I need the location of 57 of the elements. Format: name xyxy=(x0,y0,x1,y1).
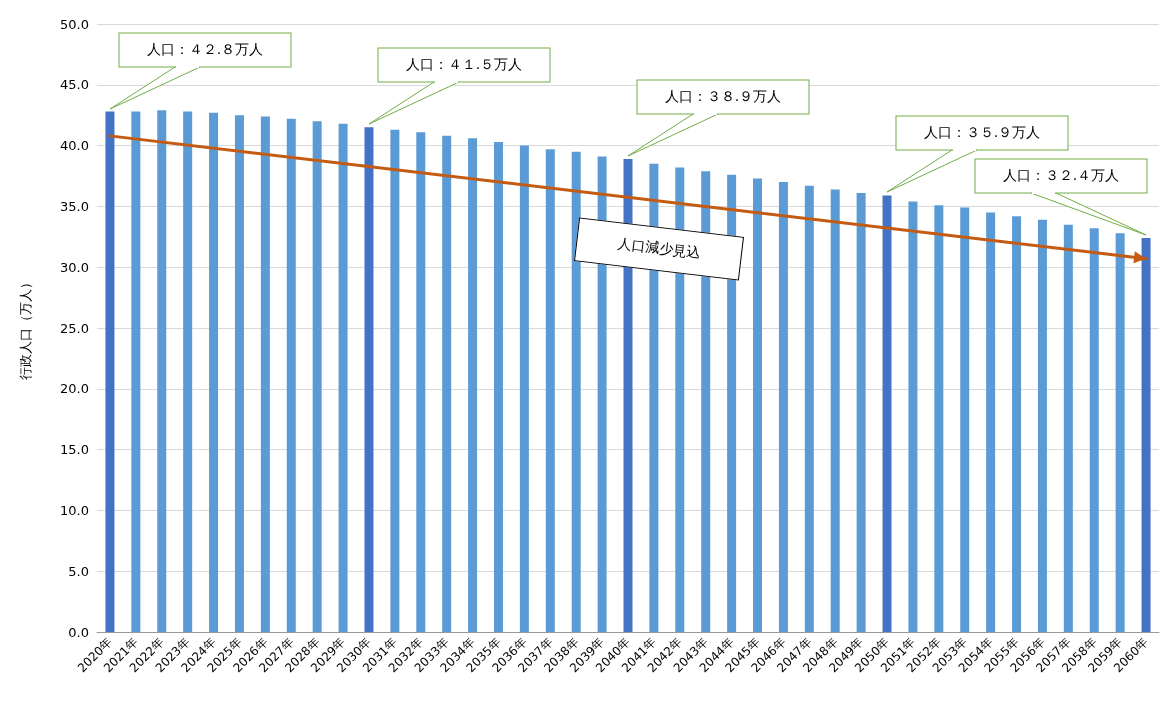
bar xyxy=(960,207,970,632)
bar xyxy=(442,135,452,632)
bar xyxy=(131,111,141,632)
y-tick-label: 5.0 xyxy=(68,563,89,579)
bar xyxy=(701,171,711,632)
bar xyxy=(778,182,788,632)
bar xyxy=(830,189,840,632)
bar xyxy=(571,151,581,632)
bar xyxy=(804,185,814,632)
bar xyxy=(312,121,322,632)
bar xyxy=(597,156,607,632)
annotation: 人口：４１.５万人 xyxy=(405,56,523,75)
y-tick-label: 45.0 xyxy=(60,77,89,93)
y-tick-label: 15.0 xyxy=(60,442,89,458)
y-axis-title: 行政人口（万人） xyxy=(18,276,33,380)
bar xyxy=(753,178,763,632)
y-tick-label: 25.0 xyxy=(60,320,89,336)
bar xyxy=(908,201,918,632)
bar xyxy=(545,149,555,632)
bar xyxy=(234,115,244,632)
bar xyxy=(286,118,296,632)
bar xyxy=(105,111,115,632)
bar xyxy=(416,132,426,632)
y-tick-label: 40.0 xyxy=(60,138,89,154)
callout-box: 人口：３８.９万人 xyxy=(626,78,811,160)
bar xyxy=(260,116,270,632)
bar xyxy=(209,112,219,632)
bar xyxy=(1037,219,1047,632)
bar xyxy=(882,195,892,632)
y-tick-label: 30.0 xyxy=(60,259,89,275)
bar xyxy=(1012,216,1022,632)
annotation: 人口：３８.９万人 xyxy=(664,87,782,106)
bar xyxy=(856,193,866,632)
bar xyxy=(934,205,944,632)
annotation: 人口：４２.８万人 xyxy=(146,40,264,59)
y-tick-label: 50.0 xyxy=(60,16,89,32)
bar xyxy=(1089,228,1099,632)
bar xyxy=(390,129,400,632)
bar xyxy=(157,110,167,632)
y-tick-label: 35.0 xyxy=(60,198,89,214)
callout-box: 人口：３２.４万人 xyxy=(973,158,1149,239)
y-tick-label: 10.0 xyxy=(60,502,89,518)
bar xyxy=(338,123,348,632)
bar xyxy=(1063,224,1073,632)
bar xyxy=(519,145,529,632)
callout-box: 人口：４２.８万人 xyxy=(107,31,293,113)
bar xyxy=(1141,238,1151,632)
bar xyxy=(364,127,374,632)
y-tick-label: 0.0 xyxy=(68,624,89,640)
bar xyxy=(183,111,193,632)
bar xyxy=(493,141,503,632)
bar xyxy=(1115,233,1125,632)
annotation: 人口：３５.９万人 xyxy=(923,124,1041,143)
callout-box: 人口：４１.５万人 xyxy=(366,47,552,129)
bar xyxy=(468,138,478,632)
y-tick-label: 20.0 xyxy=(60,381,89,397)
bar xyxy=(986,212,996,632)
